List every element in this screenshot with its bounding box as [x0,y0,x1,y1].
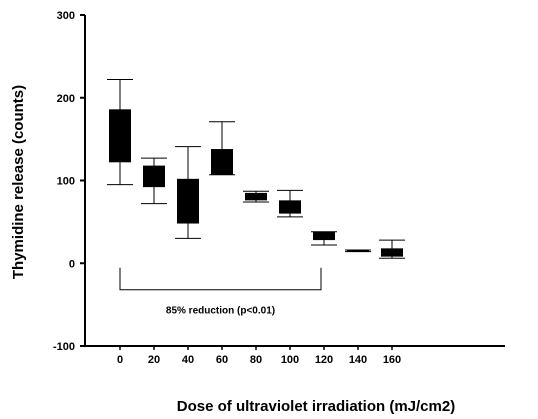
box-dose-80 [243,190,269,203]
y-tick-label: -100 [53,341,75,353]
box-dose-60 [209,121,235,176]
x-tick-label: 40 [182,354,194,366]
box-plots [107,79,405,259]
x-tick-label: 140 [349,354,367,366]
box [109,109,131,163]
annotation-label: 85% reduction (p<0.01) [166,306,275,317]
bracket-line [119,267,322,291]
box [313,231,335,241]
x-tick-label: 120 [315,354,333,366]
box [347,250,369,253]
box-dose-40 [175,146,201,239]
y-tick-label: 100 [57,176,75,188]
box-dose-120 [311,231,337,246]
y-axis: -100 0 100 200 300 [53,10,86,353]
x-tick-label: 160 [383,354,401,366]
box-dose-20 [141,157,167,205]
box [177,178,199,224]
x-tick-label: 100 [281,354,299,366]
box [245,192,267,201]
x-tick-label: 80 [250,354,262,366]
box-dose-140 [345,249,371,253]
annotation-bracket: 85% reduction (p<0.01) [119,267,322,317]
box [211,149,233,175]
box [279,200,301,214]
box [381,248,403,257]
x-axis: 0 20 40 60 80 100 120 140 160 [85,345,505,366]
box-dose-160 [379,239,405,259]
box-dose-100 [277,189,303,218]
box [143,165,165,188]
y-axis-title: Thymidine release (counts) [10,85,27,279]
x-axis-title: Dose of ultraviolet irradiation (mJ/cm2) [177,398,455,415]
x-tick-label: 60 [216,354,228,366]
y-tick-label: 300 [57,10,75,22]
y-tick-label: 0 [69,258,75,270]
x-tick-label: 20 [148,354,160,366]
y-tick-label: 200 [57,93,75,105]
box-dose-0 [107,79,133,186]
x-tick-label: 0 [117,354,123,366]
